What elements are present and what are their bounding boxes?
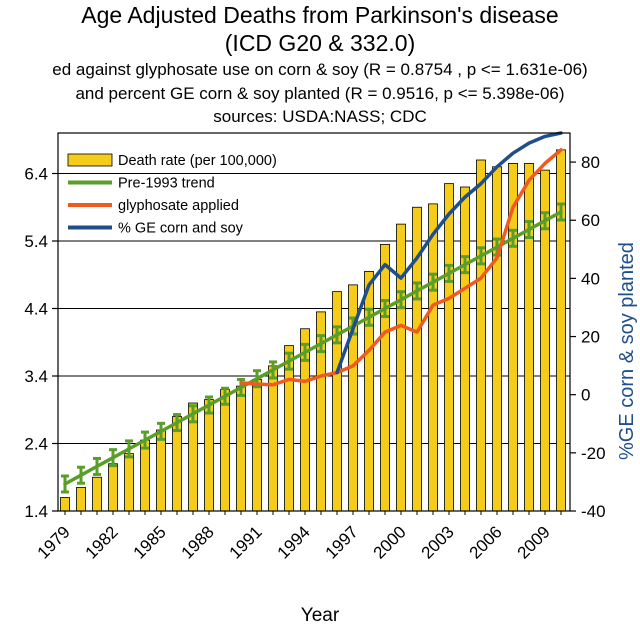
chart-title: Age Adjusted Deaths from Parkinson's dis… [81,2,559,28]
x-axis-label: Year [300,605,340,626]
right-tick-label: 80 [581,153,600,172]
bar [444,183,454,512]
bar [476,159,486,512]
bar [60,497,70,512]
left-tick-label: 6.4 [24,165,48,184]
x-tick-label: 1994 [274,522,314,562]
line-series [61,131,565,494]
left-tick-label: 5.4 [24,232,48,251]
bar [156,429,166,512]
right-tick-label: 0 [581,386,590,405]
bar [236,385,246,512]
series-line [335,131,563,375]
left-tick-label: 3.4 [24,367,48,386]
right-tick-label: 40 [581,269,600,288]
left-tick-label: 2.4 [24,435,48,454]
x-tick-label: 2009 [514,522,554,562]
right-tick-label: -40 [581,502,606,521]
x-tick-label: 1985 [130,522,170,562]
x-axis: 1979 1982 1985 1988 1991 1994 1997 2000 2003 2006… [34,511,562,563]
x-tick-label: 2003 [418,522,458,562]
bar [364,270,374,512]
x-tick-label: 1991 [226,522,266,562]
series-line [239,148,563,387]
bar [220,389,230,512]
bar [524,162,534,512]
bar-series [60,149,566,512]
left-y-axis: 1.4 2.4 3.4 4.4 5.4 6.4 [24,165,58,521]
bar [204,399,214,512]
legend: Death rate (per 100,000) Pre-1993 trend gl… [67,153,277,237]
bar [92,476,102,512]
bar [140,439,150,512]
chart-title-line2: (ICD G20 & 332.0) [224,30,416,56]
bar [108,463,118,512]
x-tick-label: 1982 [82,522,122,562]
x-tick-label: 1988 [178,522,218,562]
chart-subtitle-2: and percent GE corn & soy planted (R = 0… [75,84,565,103]
right-tick-label: 20 [581,328,600,347]
left-tick-label: 1.4 [24,502,48,521]
bar [268,365,278,512]
chart-subtitle-1: ed against glyphosate use on corn & soy … [52,60,588,79]
right-tick-label: -20 [581,444,606,463]
x-tick-label: 2006 [466,522,506,562]
bar [460,186,470,512]
legend-swatch [67,153,113,167]
chart-subtitle-sources: sources: USDA:NASS; CDC [213,107,427,126]
bar [492,166,502,512]
x-tick-label: 1997 [322,522,362,562]
x-tick-label: 2000 [370,522,410,562]
legend-label: Death rate (per 100,000) [118,153,277,169]
bar [396,223,406,512]
legend-label: glyphosate applied [118,198,239,214]
bar [76,486,86,512]
bar [428,203,438,512]
plot-frame [57,132,571,512]
bar [332,291,342,512]
bar [252,378,262,512]
series-line [63,210,563,486]
left-tick-label: 4.4 [24,300,48,319]
x-tick-label: 1979 [34,522,74,562]
right-axis-label: %GE corn & soy planted [616,242,638,460]
legend-label: Pre-1993 trend [118,176,215,192]
bar [124,453,134,512]
right-y-axis: -40 -20 0 20 40 60 80 [570,153,606,521]
legend-label: % GE corn and soy [118,221,244,237]
right-tick-label: 60 [581,211,600,230]
bar [380,243,390,512]
